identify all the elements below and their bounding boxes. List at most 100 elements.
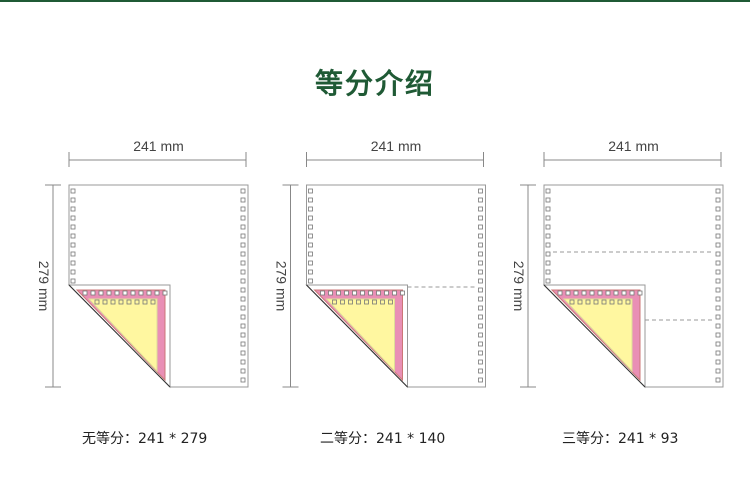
sprocket-hole — [308, 278, 313, 284]
width-label: 241 mm — [133, 138, 184, 154]
sprocket-hole — [240, 215, 246, 221]
sprocket-hole — [478, 260, 483, 266]
width-label: 241 mm — [371, 138, 422, 154]
fold-line — [306, 284, 408, 388]
height-label: 279 mm — [36, 261, 52, 312]
height-label: 279 mm — [274, 261, 290, 312]
sprocket-hole — [308, 224, 313, 230]
sprocket-hole — [545, 260, 551, 266]
sprocket-hole — [609, 299, 615, 305]
sprocket-hole — [94, 299, 100, 305]
sprocket-hole — [715, 287, 721, 293]
folded-yellow-copy — [325, 298, 395, 373]
sprocket-hole — [565, 290, 571, 296]
sprocket-hole — [308, 206, 313, 212]
sprocket-hole — [70, 188, 76, 194]
sprocket-hole — [240, 350, 246, 356]
caption-3: 三等分：241 * 93 — [562, 431, 679, 447]
sprocket-hole — [715, 341, 721, 347]
sprocket-hole — [478, 278, 483, 284]
sprocket-hole — [589, 290, 595, 296]
sprocket-hole — [545, 206, 551, 212]
sprocket-hole — [376, 290, 381, 296]
sprocket-hole — [162, 290, 168, 296]
sprocket-hole — [715, 305, 721, 311]
sprocket-hole — [70, 233, 76, 239]
sprocket-hole — [154, 290, 160, 296]
sprocket-hole — [478, 350, 483, 356]
sprocket-hole — [336, 290, 341, 296]
sprocket-hole — [715, 206, 721, 212]
sprocket-hole — [637, 290, 643, 296]
sprocket-hole — [715, 260, 721, 266]
sprocket-hole — [715, 233, 721, 239]
sprocket-hole — [70, 224, 76, 230]
sprocket-hole — [150, 299, 156, 305]
sprocket-hole — [240, 188, 246, 194]
sprocket-hole — [308, 197, 313, 203]
sprocket-hole — [146, 290, 152, 296]
sprocket-hole — [388, 299, 393, 305]
sprocket-hole — [380, 299, 385, 305]
width-label: 241 mm — [608, 138, 659, 154]
sprocket-hole — [240, 251, 246, 257]
sprocket-hole — [545, 233, 551, 239]
sprocket-hole — [478, 224, 483, 230]
sprocket-hole — [715, 215, 721, 221]
sprocket-hole — [240, 197, 246, 203]
sprocket-hole — [557, 290, 563, 296]
sprocket-hole — [240, 332, 246, 338]
sprocket-hole — [332, 299, 337, 305]
sprocket-hole — [240, 305, 246, 311]
caption-1: 无等分：241 * 279 — [82, 431, 208, 447]
sprocket-hole — [70, 197, 76, 203]
sprocket-hole — [308, 233, 313, 239]
sprocket-hole — [360, 290, 365, 296]
sprocket-hole — [70, 269, 76, 275]
sprocket-hole — [308, 215, 313, 221]
sprocket-hole — [320, 290, 325, 296]
sprocket-hole — [90, 290, 96, 296]
sprocket-hole — [122, 290, 128, 296]
sprocket-hole — [308, 260, 313, 266]
sprocket-hole — [545, 269, 551, 275]
sprocket-hole — [308, 188, 313, 194]
sprocket-hole — [715, 359, 721, 365]
sprocket-hole — [545, 278, 551, 284]
sprocket-hole — [70, 260, 76, 266]
sprocket-hole — [715, 224, 721, 230]
sprocket-hole — [478, 197, 483, 203]
sprocket-hole — [240, 287, 246, 293]
sprocket-hole — [478, 242, 483, 248]
sprocket-hole — [114, 290, 120, 296]
sprocket-hole — [715, 269, 721, 275]
sprocket-hole — [118, 299, 124, 305]
sprocket-hole — [715, 251, 721, 257]
fold-line — [68, 284, 171, 388]
sprocket-hole — [70, 278, 76, 284]
sprocket-hole — [621, 290, 627, 296]
sprocket-hole — [478, 269, 483, 275]
page-title: 等分介绍 — [314, 67, 435, 100]
sprocket-hole — [715, 377, 721, 383]
sprocket-hole — [240, 341, 246, 347]
paper-panel-2: 241 mm 279 mm — [274, 138, 486, 389]
sprocket-hole — [545, 251, 551, 257]
sprocket-hole — [577, 299, 583, 305]
sprocket-hole — [308, 242, 313, 248]
sprocket-hole — [392, 290, 397, 296]
sprocket-hole — [715, 323, 721, 329]
sprocket-hole — [384, 290, 389, 296]
sprocket-hole — [478, 305, 483, 311]
sprocket-hole — [142, 299, 148, 305]
sprocket-hole — [138, 290, 144, 296]
sprocket-hole — [569, 299, 575, 305]
sprocket-hole — [70, 251, 76, 257]
sprocket-hole — [70, 206, 76, 212]
sprocket-hole — [715, 242, 721, 248]
sprocket-hole — [240, 368, 246, 374]
sprocket-hole — [478, 251, 483, 257]
sprocket-hole — [478, 359, 483, 365]
sprocket-hole — [478, 287, 483, 293]
sprocket-hole — [478, 215, 483, 221]
